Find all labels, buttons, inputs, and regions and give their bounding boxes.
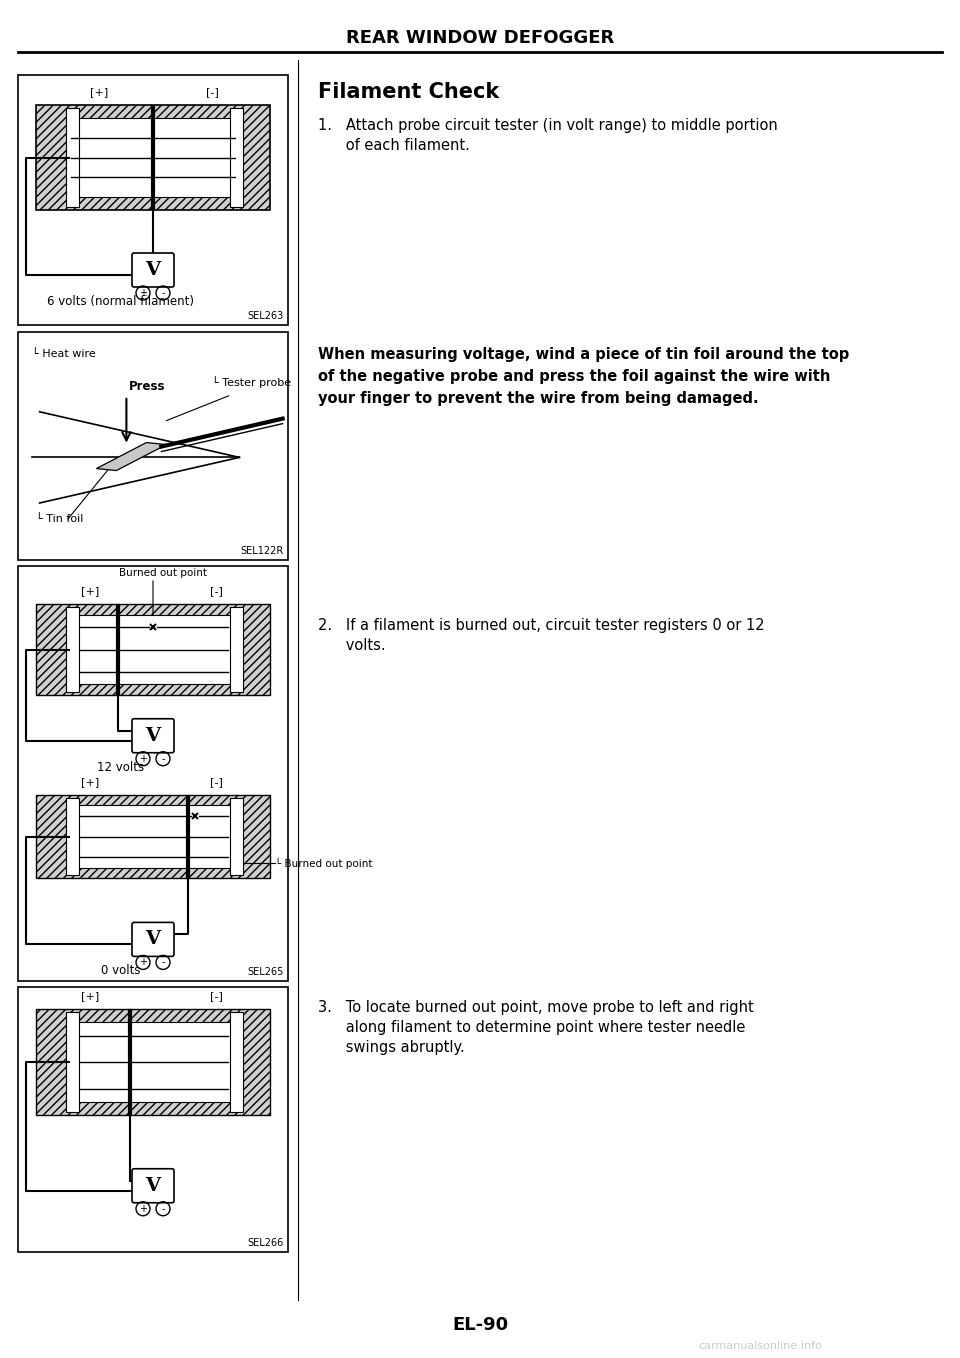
Text: └ Tester probe: └ Tester probe: [212, 376, 292, 388]
Text: 3.   To locate burned out point, move probe to left and right: 3. To locate burned out point, move prob…: [318, 999, 754, 1014]
Text: SEL263: SEL263: [248, 311, 284, 320]
Text: [+]: [+]: [81, 777, 99, 788]
Bar: [230, 1012, 243, 1112]
Bar: [18, 566, 288, 980]
Text: 12 volts: 12 volts: [97, 760, 144, 774]
Text: Burned out point: Burned out point: [119, 568, 207, 579]
Text: carmanualsonline.info: carmanualsonline.info: [698, 1340, 822, 1351]
Text: along filament to determine point where tester needle: along filament to determine point where …: [318, 1020, 745, 1035]
Text: SEL122R: SEL122R: [241, 546, 284, 555]
Text: [+]: [+]: [81, 991, 99, 1001]
FancyBboxPatch shape: [132, 253, 174, 287]
Text: V: V: [145, 930, 160, 948]
Text: 2.   If a filament is burned out, circuit tester registers 0 or 12: 2. If a filament is burned out, circuit …: [318, 618, 764, 633]
Text: [+]: [+]: [81, 587, 99, 596]
Text: -: -: [161, 1203, 165, 1214]
Text: Filament Check: Filament Check: [318, 81, 499, 102]
Text: SEL265: SEL265: [248, 967, 284, 976]
Bar: [18, 75, 288, 325]
Text: SEL266: SEL266: [248, 1238, 284, 1248]
Bar: [66, 1012, 80, 1112]
Bar: [230, 607, 243, 693]
Bar: [66, 799, 80, 875]
Text: [-]: [-]: [206, 87, 219, 96]
Polygon shape: [96, 443, 166, 471]
Text: When measuring voltage, wind a piece of tin foil around the top: When measuring voltage, wind a piece of …: [318, 348, 850, 363]
Text: V: V: [145, 1177, 160, 1195]
Text: V: V: [145, 261, 160, 278]
Text: V: V: [145, 727, 160, 744]
Text: [-]: [-]: [209, 587, 223, 596]
Text: volts.: volts.: [318, 638, 386, 653]
Text: [+]: [+]: [90, 87, 108, 96]
Bar: [66, 109, 80, 206]
Text: EL-90: EL-90: [452, 1316, 508, 1334]
Text: 6 volts (normal filament): 6 volts (normal filament): [47, 295, 194, 308]
Text: 0 volts: 0 volts: [101, 964, 140, 978]
Text: +: +: [139, 957, 147, 967]
Text: └ Heat wire: └ Heat wire: [32, 349, 96, 359]
Bar: [18, 331, 288, 559]
Text: -: -: [161, 957, 165, 967]
Text: +: +: [139, 1203, 147, 1214]
Bar: [36, 105, 270, 210]
Bar: [36, 604, 270, 695]
FancyBboxPatch shape: [132, 1169, 174, 1203]
Text: of the negative probe and press the foil against the wire with: of the negative probe and press the foil…: [318, 369, 830, 384]
Bar: [18, 987, 288, 1252]
Bar: [69, 615, 237, 684]
Text: -: -: [161, 754, 165, 763]
Text: swings abruptly.: swings abruptly.: [318, 1040, 465, 1055]
Text: 1.   Attach probe circuit tester (in volt range) to middle portion: 1. Attach probe circuit tester (in volt …: [318, 118, 778, 133]
Text: of each filament.: of each filament.: [318, 139, 469, 153]
Bar: [69, 805, 237, 868]
Bar: [230, 799, 243, 875]
Bar: [66, 607, 80, 693]
FancyBboxPatch shape: [132, 922, 174, 956]
Text: [-]: [-]: [209, 777, 223, 788]
Text: +: +: [139, 288, 147, 297]
Text: REAR WINDOW DEFOGGER: REAR WINDOW DEFOGGER: [346, 29, 614, 48]
Bar: [36, 794, 270, 879]
Bar: [69, 118, 237, 197]
Bar: [230, 109, 243, 206]
Bar: [69, 1021, 237, 1103]
Text: your finger to prevent the wire from being damaged.: your finger to prevent the wire from bei…: [318, 391, 758, 406]
Text: +: +: [139, 754, 147, 763]
Bar: [36, 1009, 270, 1115]
FancyBboxPatch shape: [132, 718, 174, 752]
Text: └ Tin foil: └ Tin foil: [36, 513, 84, 524]
Text: └ Burned out point: └ Burned out point: [275, 857, 372, 869]
Text: -: -: [161, 288, 165, 297]
Text: [-]: [-]: [209, 991, 223, 1001]
Text: Press: Press: [129, 380, 165, 392]
